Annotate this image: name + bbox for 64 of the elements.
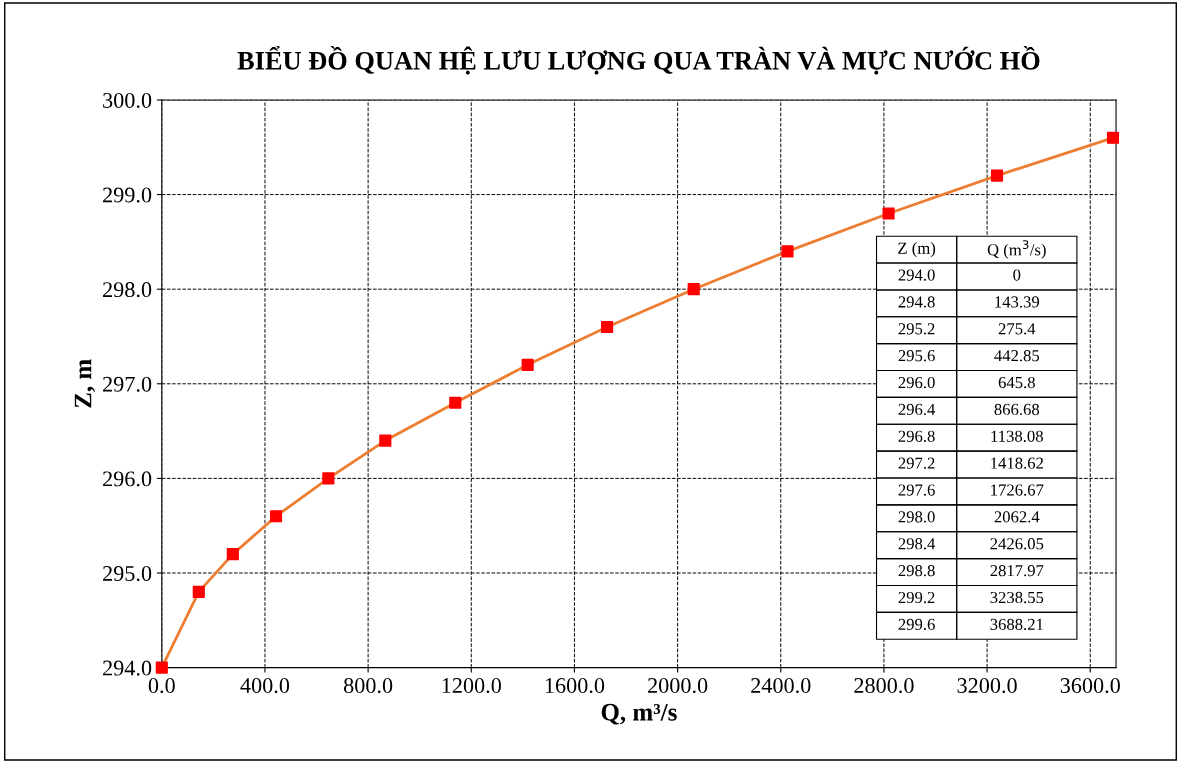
x-tick-label: 1200.0 bbox=[442, 677, 501, 694]
annotation: 295.2 bbox=[898, 323, 935, 335]
annotation: 298.8 bbox=[898, 564, 935, 577]
annotation: 2817.97 bbox=[990, 564, 1044, 577]
annotation: 0 bbox=[1013, 269, 1021, 281]
annotation: 299.2 bbox=[898, 591, 935, 604]
x-tick-label: 3600.0 bbox=[1060, 677, 1120, 694]
point bbox=[601, 320, 614, 334]
annotation: 297.6 bbox=[898, 484, 935, 496]
annotation: 1726.67 bbox=[991, 484, 1044, 496]
point bbox=[322, 472, 335, 485]
point bbox=[155, 661, 168, 674]
y-tick-label: 295.0 bbox=[103, 565, 152, 582]
annotation: Z (m) bbox=[898, 242, 936, 258]
x-tick-label: 0.0 bbox=[148, 677, 175, 694]
x-tick-label: 2000.0 bbox=[648, 677, 708, 694]
annotation: 297.2 bbox=[898, 457, 935, 469]
y-axis-title: Z, m bbox=[74, 359, 96, 408]
point bbox=[687, 283, 700, 296]
annotation: 2426.05 bbox=[990, 538, 1044, 550]
y-tick-label: 294.0 bbox=[103, 660, 152, 676]
y-tick-label: 297.0 bbox=[103, 376, 152, 392]
y-tick-label: 300.0 bbox=[103, 92, 152, 108]
point bbox=[449, 396, 462, 409]
annotation: 3688.21 bbox=[990, 618, 1043, 631]
annotation: 2062.4 bbox=[994, 511, 1040, 523]
chart-title: BIỂU ĐỒ QUAN HỆ LƯU LƯỢNG QUA TRÀN VÀ MỰC NƯỚC HỒ bbox=[237, 45, 1040, 75]
x-tick-label: 2400.0 bbox=[751, 677, 811, 694]
point bbox=[781, 245, 794, 258]
x-tick-label: 400.0 bbox=[240, 677, 290, 694]
y-tick-label: 298.0 bbox=[103, 282, 152, 298]
point bbox=[882, 207, 895, 220]
x-tick-label: 3200.0 bbox=[957, 677, 1017, 694]
annotation: 295.6 bbox=[898, 350, 935, 362]
annotation: 294.8 bbox=[898, 296, 935, 308]
point bbox=[269, 510, 283, 523]
x-tick-label: 1600.0 bbox=[545, 677, 605, 694]
y-tick-label: 296.0 bbox=[103, 471, 152, 487]
annotation: 296.4 bbox=[898, 403, 936, 416]
point bbox=[226, 548, 239, 561]
point bbox=[521, 358, 534, 371]
annotation: 3238.55 bbox=[990, 591, 1044, 604]
annotation: 298.0 bbox=[898, 511, 935, 523]
annotation: 442.85 bbox=[994, 350, 1040, 362]
annotation: 275.4 bbox=[998, 323, 1036, 335]
x-tick-label: 2800.0 bbox=[854, 677, 914, 694]
annotation: Q (m$^{3}$/s) bbox=[987, 240, 1046, 259]
x-axis-title: Q, m³/s bbox=[601, 703, 677, 725]
annotation: 143.39 bbox=[995, 296, 1040, 308]
y-tick-label: 299.0 bbox=[103, 187, 152, 203]
point bbox=[379, 434, 392, 447]
point bbox=[1106, 131, 1120, 144]
point bbox=[192, 585, 205, 599]
annotation: 296.8 bbox=[898, 430, 935, 442]
x-tick-label: 800.0 bbox=[343, 677, 393, 694]
annotation: 298.4 bbox=[898, 538, 936, 550]
annotation: 299.6 bbox=[898, 618, 935, 631]
annotation: 645.8 bbox=[998, 376, 1035, 389]
annotation: 296.0 bbox=[898, 376, 935, 389]
annotation: 294.0 bbox=[898, 269, 935, 281]
point bbox=[990, 169, 1004, 182]
annotation: 1418.62 bbox=[991, 457, 1043, 469]
annotation: 866.68 bbox=[994, 403, 1040, 416]
annotation: 1138.08 bbox=[991, 430, 1043, 442]
